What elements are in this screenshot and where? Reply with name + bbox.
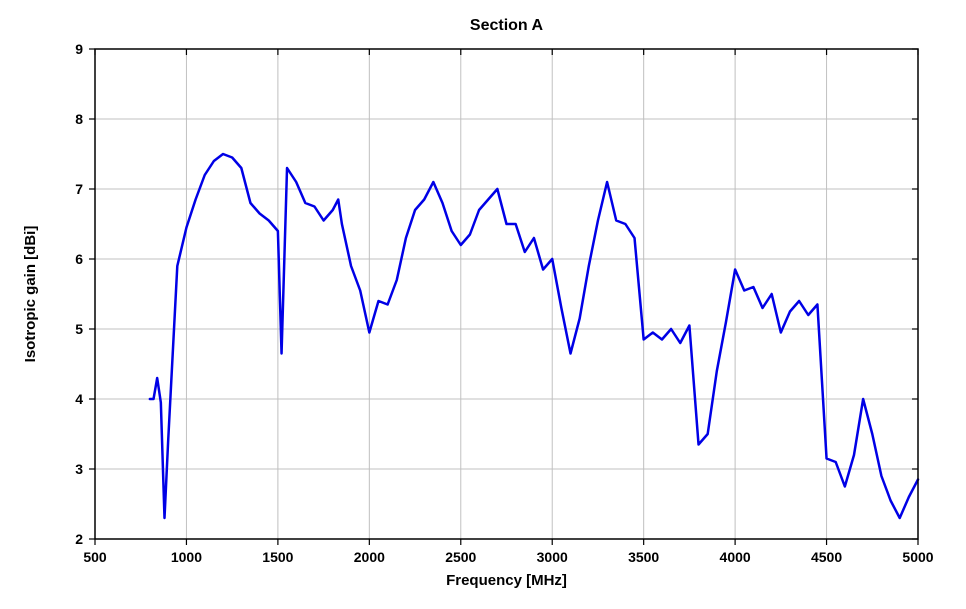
- line-chart: 500 1000 1500 2000 2500 3000 3500 4000 4500 5000 2…: [0, 0, 966, 609]
- y-tick-label: 8: [75, 111, 83, 127]
- y-tick-label: 4: [75, 391, 83, 407]
- x-tick-label: 3000: [537, 549, 568, 565]
- x-tick-label: 5000: [902, 549, 933, 565]
- x-axis-label: Frequency [MHz]: [446, 572, 567, 589]
- x-tick-label: 4500: [811, 549, 842, 565]
- y-tick-label: 3: [75, 461, 83, 477]
- chart-container: 500 1000 1500 2000 2500 3000 3500 4000 4500 5000 2…: [0, 0, 966, 609]
- y-tick-label: 6: [75, 251, 83, 267]
- y-tick-label: 9: [75, 41, 83, 57]
- y-tick-label: 2: [75, 531, 83, 547]
- chart-title: Section A: [470, 17, 544, 34]
- x-tick-label: 1500: [262, 549, 293, 565]
- y-tick-label: 7: [75, 181, 83, 197]
- x-tick-label: 2500: [445, 549, 476, 565]
- y-tick-label: 5: [75, 321, 83, 337]
- x-tick-label: 1000: [171, 549, 202, 565]
- x-tick-label: 2000: [354, 549, 385, 565]
- x-tick-label: 500: [83, 549, 107, 565]
- y-axis-label: Isotropic gain [dBi]: [22, 226, 39, 363]
- x-tick-label: 3500: [628, 549, 659, 565]
- x-tick-label: 4000: [720, 549, 751, 565]
